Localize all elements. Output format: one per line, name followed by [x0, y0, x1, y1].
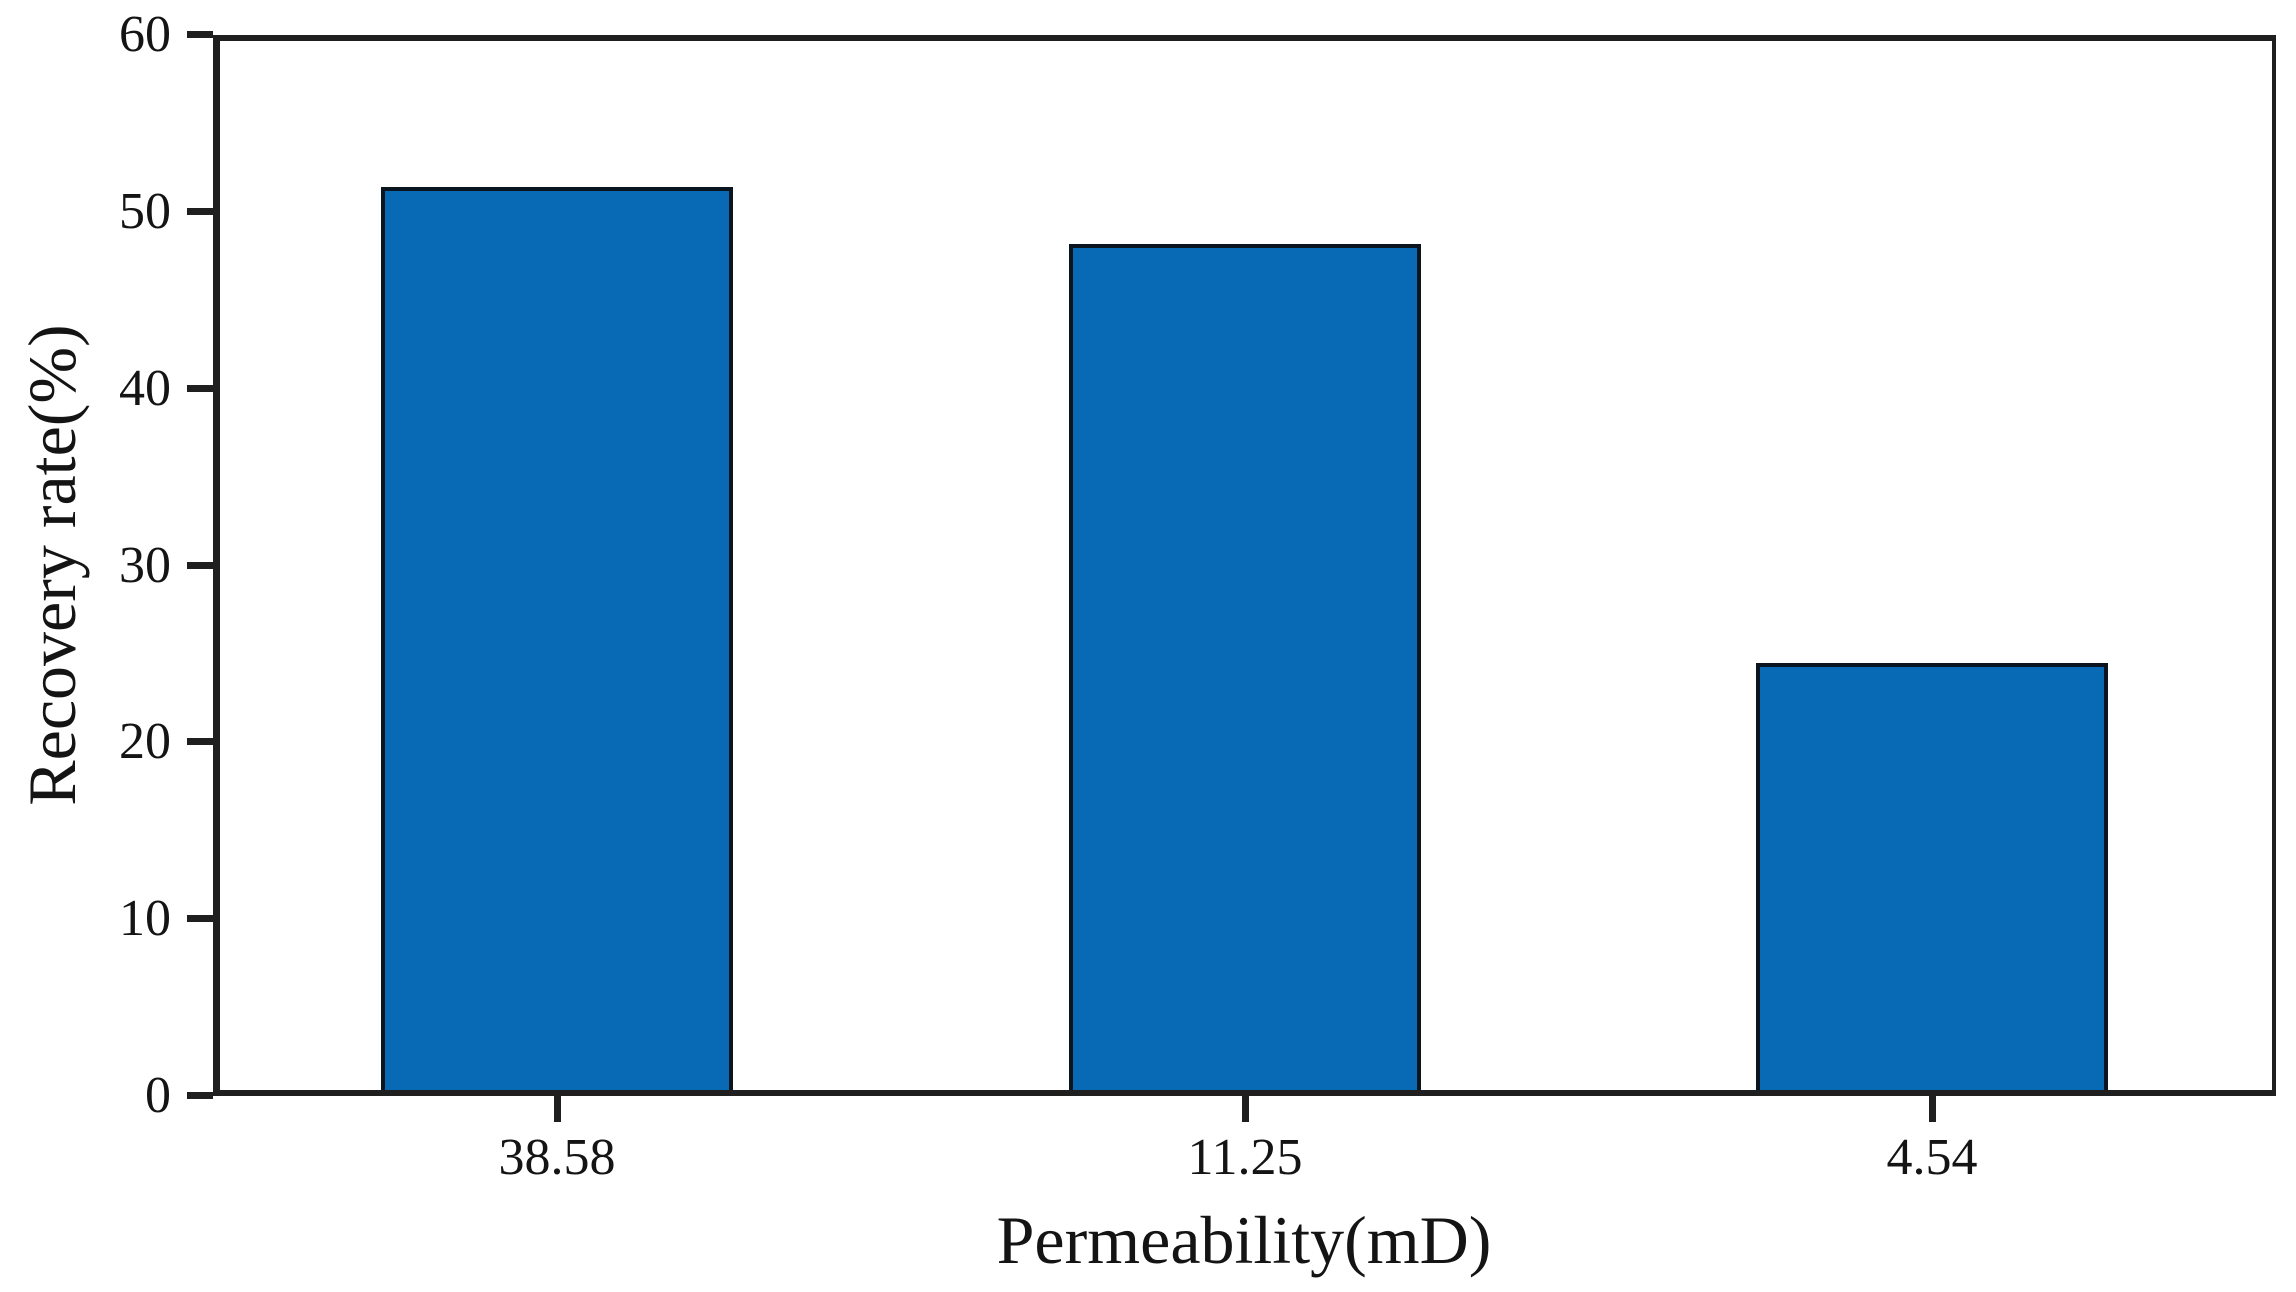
y-tick [187, 562, 213, 569]
y-tick-label: 10 [119, 890, 171, 947]
bar [381, 187, 733, 1096]
x-tick [1929, 1096, 1936, 1122]
y-tick-label: 0 [145, 1067, 171, 1124]
bar [1069, 244, 1421, 1096]
y-tick [187, 31, 213, 38]
y-tick [187, 385, 213, 392]
y-tick-label: 20 [119, 713, 171, 770]
x-tick-label: 4.54 [1886, 1129, 1978, 1186]
y-tick-label: 50 [119, 183, 171, 240]
x-axis-title: Permeability(mD) [996, 1202, 1492, 1278]
y-axis-title: Recovery rate(%) [14, 324, 90, 806]
x-tick-label: 38.58 [498, 1129, 616, 1186]
y-tick-label: 60 [119, 6, 171, 63]
y-tick [187, 915, 213, 922]
y-tick-label: 40 [119, 360, 171, 417]
y-tick-label: 30 [119, 537, 171, 594]
y-tick [187, 1092, 213, 1099]
x-tick [554, 1096, 561, 1122]
y-tick [187, 208, 213, 215]
x-tick [1242, 1096, 1249, 1122]
bar [1756, 663, 2108, 1096]
x-tick-label: 11.25 [1187, 1129, 1303, 1186]
y-tick [187, 738, 213, 745]
